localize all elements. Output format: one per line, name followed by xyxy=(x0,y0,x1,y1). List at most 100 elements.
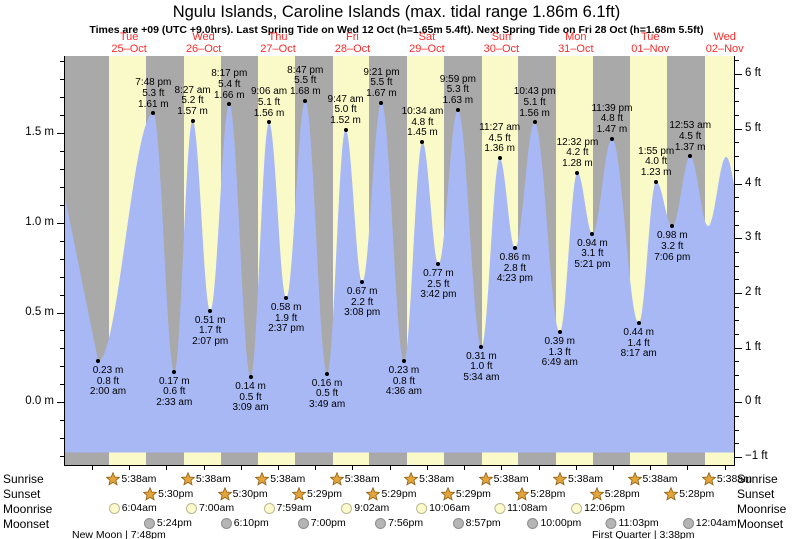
sunrise-cell-0: 5:38am xyxy=(106,472,156,486)
moonset-cell-0: 5:24pm xyxy=(143,517,192,529)
y-tick-left xyxy=(57,133,64,135)
moonrise-icon xyxy=(341,502,353,514)
tide-label-line-0: 10:43 pm xyxy=(513,86,556,98)
y-tick-left xyxy=(60,366,64,368)
tide-label-line-1: 5.1 ft xyxy=(523,96,546,108)
tide-point-high xyxy=(532,120,537,125)
tide-label-line-0: 9:47 am xyxy=(327,93,364,105)
y-tick-right xyxy=(735,128,742,130)
sun-star-icon xyxy=(589,487,604,501)
y-tick-right xyxy=(735,115,739,117)
sunrise-cell-8: 5:38am xyxy=(701,472,752,486)
y-tick-left xyxy=(60,115,64,117)
tide-label-line-1: 0.8 ft xyxy=(392,375,416,387)
time-text: 7:00pm xyxy=(310,517,346,529)
sunrise-cell-7: 5:38am xyxy=(627,472,678,486)
day-header-3: Fri 28–Oct xyxy=(312,31,392,55)
tide-label-line-0: 0.39 m xyxy=(544,336,576,348)
tide-label-low-16: 0.77 m 2.5 ft 3:42 pm xyxy=(420,268,456,301)
tide-label-low-26: 0.44 m 1.4 ft 8:17 am xyxy=(621,328,657,360)
tide-label-high-13: 9:21 pm 5.5 ft 1.67 m xyxy=(363,67,399,100)
moonset-cell-4: 8:57pm xyxy=(452,517,501,529)
day-date: 28–Oct xyxy=(334,43,371,55)
tide-label-line-0: 8:47 pm xyxy=(287,64,324,76)
y-tick-left xyxy=(60,61,64,63)
day-header-8: Wed 02–Nov xyxy=(685,31,765,55)
y-axis-left-label: 0.5 m xyxy=(25,305,54,318)
day-date: 26–Oct xyxy=(185,43,222,55)
moonset-icon xyxy=(682,517,694,529)
time-text: 5:24pm xyxy=(156,517,192,529)
day-of-week: Tue xyxy=(119,31,139,43)
y-axis-right-label: 2 ft xyxy=(745,285,761,298)
y-tick-right xyxy=(735,156,739,158)
tide-label-line-2: 4:36 am xyxy=(385,386,423,398)
tide-label-high-1: 7:48 pm 5.3 ft 1.61 m xyxy=(135,78,171,110)
tide-label-line-0: 0.98 m xyxy=(656,230,688,242)
sun-star-icon xyxy=(478,472,493,486)
tide-label-low-10: 0.16 m 0.5 ft 3:49 am xyxy=(309,377,345,411)
time-text: 5:38am xyxy=(568,472,604,485)
tide-label-line-2: 1.52 m xyxy=(330,114,361,126)
y-axis-right-label: 6 ft xyxy=(745,67,761,80)
sunrise-cell-3: 5:38am xyxy=(329,472,380,486)
y-tick-left xyxy=(60,186,64,188)
tide-label-line-0: 0.58 m xyxy=(270,302,302,314)
tide-label-line-0: 0.44 m xyxy=(623,327,654,339)
tide-label-line-0: 0.17 m xyxy=(158,375,190,387)
tide-plot-area xyxy=(64,56,734,465)
tide-label-line-2: 2:00 am xyxy=(89,386,127,398)
tide-label-line-0: 0.16 m xyxy=(311,377,343,389)
day-date: 02–Nov xyxy=(705,43,744,55)
tide-label-high-29: 12:53 am 4.5 ft 1.37 m xyxy=(669,121,711,153)
astro-row-label-moonset: Moonset xyxy=(3,517,50,531)
y-tick-left xyxy=(60,348,64,350)
day-header-5: Sun 30–Oct xyxy=(461,31,541,55)
tide-point-low xyxy=(325,371,330,376)
tide-label-line-0: 12:32 pm xyxy=(556,136,599,148)
tide-label-line-2: 1.67 m xyxy=(366,87,397,99)
sun-star-icon xyxy=(217,487,232,501)
time-text: 8:57pm xyxy=(465,517,501,529)
tide-point-low xyxy=(248,375,253,380)
time-text: 7:00am xyxy=(199,502,235,514)
tide-label-line-1: 1.4 ft xyxy=(627,337,650,349)
tide-label-line-2: 1.23 m xyxy=(640,166,672,178)
x-tick xyxy=(166,466,168,470)
day-date: 29–Oct xyxy=(409,43,445,55)
tide-label-high-27: 1:55 pm 4.0 ft 1.23 m xyxy=(638,146,674,179)
moonrise-icon xyxy=(108,502,120,514)
sun-star-icon xyxy=(553,472,568,486)
moonset-cell-5: 10:00pm xyxy=(527,517,581,529)
tide-label-line-2: 7:06 pm xyxy=(654,251,691,263)
x-tick xyxy=(613,466,615,470)
y-tick-right xyxy=(735,306,739,308)
tide-point-high xyxy=(654,179,659,184)
moonset-icon xyxy=(527,517,539,529)
sun-star-icon xyxy=(664,487,679,501)
y-tick-left xyxy=(60,151,64,153)
tide-label-line-1: 3.1 ft xyxy=(581,248,604,260)
sunset-cell-1: 5:30pm xyxy=(217,487,268,501)
time-text: 5:38am xyxy=(270,472,306,485)
moonrise-cell-1: 7:00am xyxy=(186,502,234,514)
tide-label-line-0: 0.31 m xyxy=(466,350,497,362)
moonrise-cell-6: 12:06pm xyxy=(571,502,625,514)
tide-label-line-0: 0.14 m xyxy=(235,381,266,393)
tide-point-high xyxy=(190,118,195,123)
tide-label-high-21: 10:43 pm 5.1 ft 1.56 m xyxy=(514,87,556,119)
tide-label-high-9: 8:47 pm 5.5 ft 1.68 m xyxy=(287,64,324,98)
moon-phase-note-0: New Moon | 7:48pm xyxy=(72,529,166,539)
tide-label-line-2: 2:37 pm xyxy=(268,323,305,335)
tide-label-low-2: 0.51 m 1.7 ft 2:07 pm xyxy=(192,315,228,348)
sun-star-icon xyxy=(404,472,419,486)
astro-row-label-right-sunrise: Sunrise xyxy=(737,472,778,486)
x-tick xyxy=(538,466,540,470)
moonrise-cell-2: 7:59am xyxy=(263,502,312,514)
tide-label-line-1: 5.5 ft xyxy=(294,75,317,87)
moonset-icon xyxy=(452,517,464,529)
time-text: 5:28pm xyxy=(604,487,640,500)
tide-label-line-2: 5:21 pm xyxy=(574,258,611,270)
tide-label-line-0: 0.86 m xyxy=(499,251,531,263)
tide-label-high-3: 8:27 am 5.2 ft 1.57 m xyxy=(174,85,210,118)
